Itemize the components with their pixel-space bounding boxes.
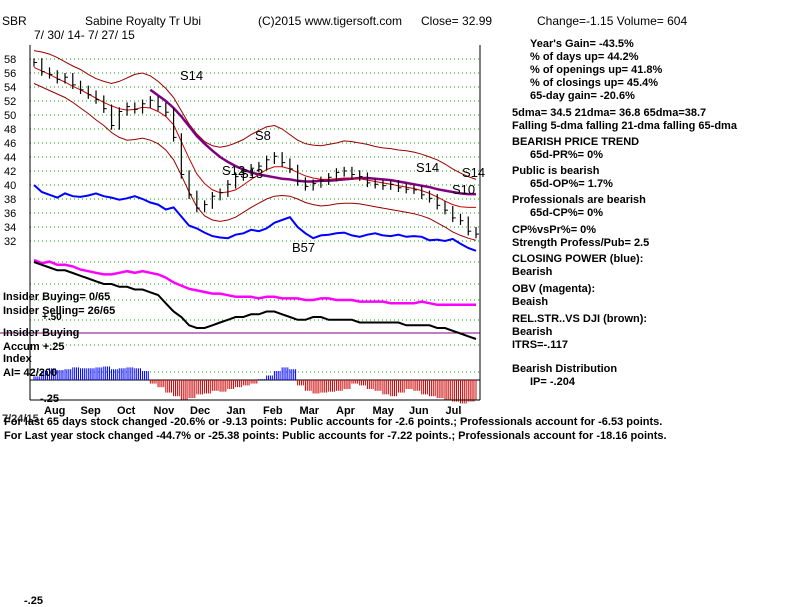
signal-s14-5: S14 [462, 165, 485, 180]
lower-band-line [33, 83, 477, 241]
x-tick-oct: Oct [117, 405, 136, 417]
price-gridlines [0, 58, 480, 373]
y-tick-44: 44 [4, 152, 16, 164]
y-tick-42: 42 [4, 166, 16, 178]
y-tick-54: 54 [4, 82, 16, 94]
signal-s8-1: S8 [255, 128, 271, 143]
closing-power-line [33, 184, 477, 252]
header-ticker: SBR [2, 14, 27, 28]
footer-line-year: For Last year stock changed -44.7% or -2… [4, 430, 667, 442]
y-tick-38: 38 [4, 194, 16, 206]
index-label: Index [3, 353, 32, 365]
stat-line-18: Beaish [512, 296, 549, 308]
stat-line-0: Year's Gain= -43.5% [530, 38, 634, 50]
stat-line-23: IP= -.204 [530, 376, 575, 388]
stat-line-15: CLOSING POWER (blue): [512, 253, 644, 265]
stat-line-6: Falling 5-dma falling 21-dma falling 65-… [512, 120, 737, 132]
header-name: Sabine Royalty Tr Ubi [85, 14, 202, 28]
bollinger-bands [33, 50, 477, 241]
y-tick-40: 40 [4, 180, 16, 192]
stat-line-12: 65d-CP%= 0% [530, 207, 604, 219]
signal-s13-3: S13 [240, 166, 263, 181]
stat-line-16: Bearish [512, 266, 553, 278]
ma21-path [33, 66, 476, 208]
stat-line-21: ITRS=-.117 [512, 339, 568, 351]
month-axis: Aug Sep Oct Nov Dec Jan Feb Mar Apr May Jun Jul [44, 405, 461, 417]
y-tick-56: 56 [4, 68, 16, 80]
header-close: Close= 32.99 [421, 14, 493, 28]
plus50-label: +.50 [42, 312, 62, 323]
insider-buying-label: Insider Buying [3, 327, 80, 339]
stat-line-9: Public is bearish [512, 165, 600, 177]
stat-line-10: 65d-OP%= 1.7% [530, 178, 613, 190]
signal-s14-0: S14 [180, 68, 203, 83]
x-tick-sep: Sep [81, 405, 101, 417]
x-tick-may: May [373, 405, 395, 417]
stat-line-11: Professionals are bearish [512, 194, 646, 206]
stat-line-1: % of days up= 44.2% [530, 51, 639, 63]
y-tick-48: 48 [4, 124, 16, 136]
header-date-range: 7/ 30/ 14- 7/ 27/ 15 [34, 28, 135, 42]
x-tick-nov: Nov [154, 405, 176, 417]
x-tick-aug: Aug [44, 405, 65, 417]
stat-line-17: OBV (magenta): [512, 283, 596, 295]
ma21-line [33, 66, 476, 208]
obv-path [33, 258, 476, 307]
x-tick-jul: Jul [446, 405, 462, 417]
stat-line-3: % of closings up= 45.4% [530, 77, 659, 89]
stat-line-19: REL.STR..VS DJI (brown): [512, 313, 648, 325]
x-tick-apr: Apr [336, 405, 356, 417]
closing-power-path [33, 184, 477, 252]
stat-line-14: Strength Profess/Pub= 2.5 [512, 237, 650, 249]
header-change: Change=-1.15 Volume= 604 [537, 14, 688, 28]
x-tick-feb: Feb [263, 405, 283, 417]
rel-strength-path [33, 261, 477, 340]
stat-line-7: BEARISH PRICE TREND [512, 136, 640, 148]
price-bars [33, 58, 479, 239]
x-tick-mar: Mar [300, 405, 320, 417]
insider-buying-count: Insider Buying= 0/65 [3, 291, 111, 303]
minus25-label: -.25 [40, 393, 59, 405]
signal-s14-4: S14 [416, 160, 439, 175]
accum-label: Accum +.25 [3, 341, 65, 353]
y-tick-58: 58 [4, 54, 16, 66]
stat-line-20: Bearish [512, 326, 553, 338]
obv-line [33, 258, 476, 307]
minus25-bottom-label: -.25 [24, 595, 43, 607]
y-tick-34: 34 [4, 222, 16, 234]
rel-strength-line [33, 261, 477, 340]
signal-b57-7: B57 [292, 240, 315, 255]
y-tick-36: 36 [4, 208, 16, 220]
stat-line-22: Bearish Distribution [512, 363, 618, 375]
insider-selling-count: Insider Selling= 26/65 [3, 305, 116, 317]
y-tick-52: 52 [4, 96, 16, 108]
ai-label: AI= 42/200 [3, 367, 58, 379]
x-tick-dec: Dec [190, 405, 210, 417]
stat-line-8: 65d-PR%= 0% [530, 149, 604, 161]
y-tick-50: 50 [4, 110, 16, 122]
stat-line-2: % of openings up= 41.8% [530, 64, 663, 76]
x-tick-jan: Jan [227, 405, 246, 417]
footer-line-65days: For last 65 days stock changed -20.6% or… [4, 416, 663, 428]
y-tick-46: 46 [4, 138, 16, 150]
header-copyright: (C)2015 www.tigersoft.com [258, 14, 403, 28]
x-tick-jun: Jun [409, 405, 429, 417]
signal-s10-6: S10 [452, 182, 475, 197]
stat-line-4: 65-day gain= -20.6% [530, 90, 635, 102]
y-tick-32: 32 [4, 236, 16, 248]
stat-line-5: 5dma= 34.5 21dma= 36.8 65dma=38.7 [512, 107, 707, 119]
stat-line-13: CP%vsPr%= 0% [512, 224, 597, 236]
overlap-date-label: 7/24/15 [2, 413, 39, 425]
signal-s12-2: S12 [222, 163, 245, 178]
upper-band-line [33, 50, 477, 180]
price-axis-ticks: 58 56 54 52 50 48 46 44 42 40 38 36 34 32 [4, 54, 16, 248]
